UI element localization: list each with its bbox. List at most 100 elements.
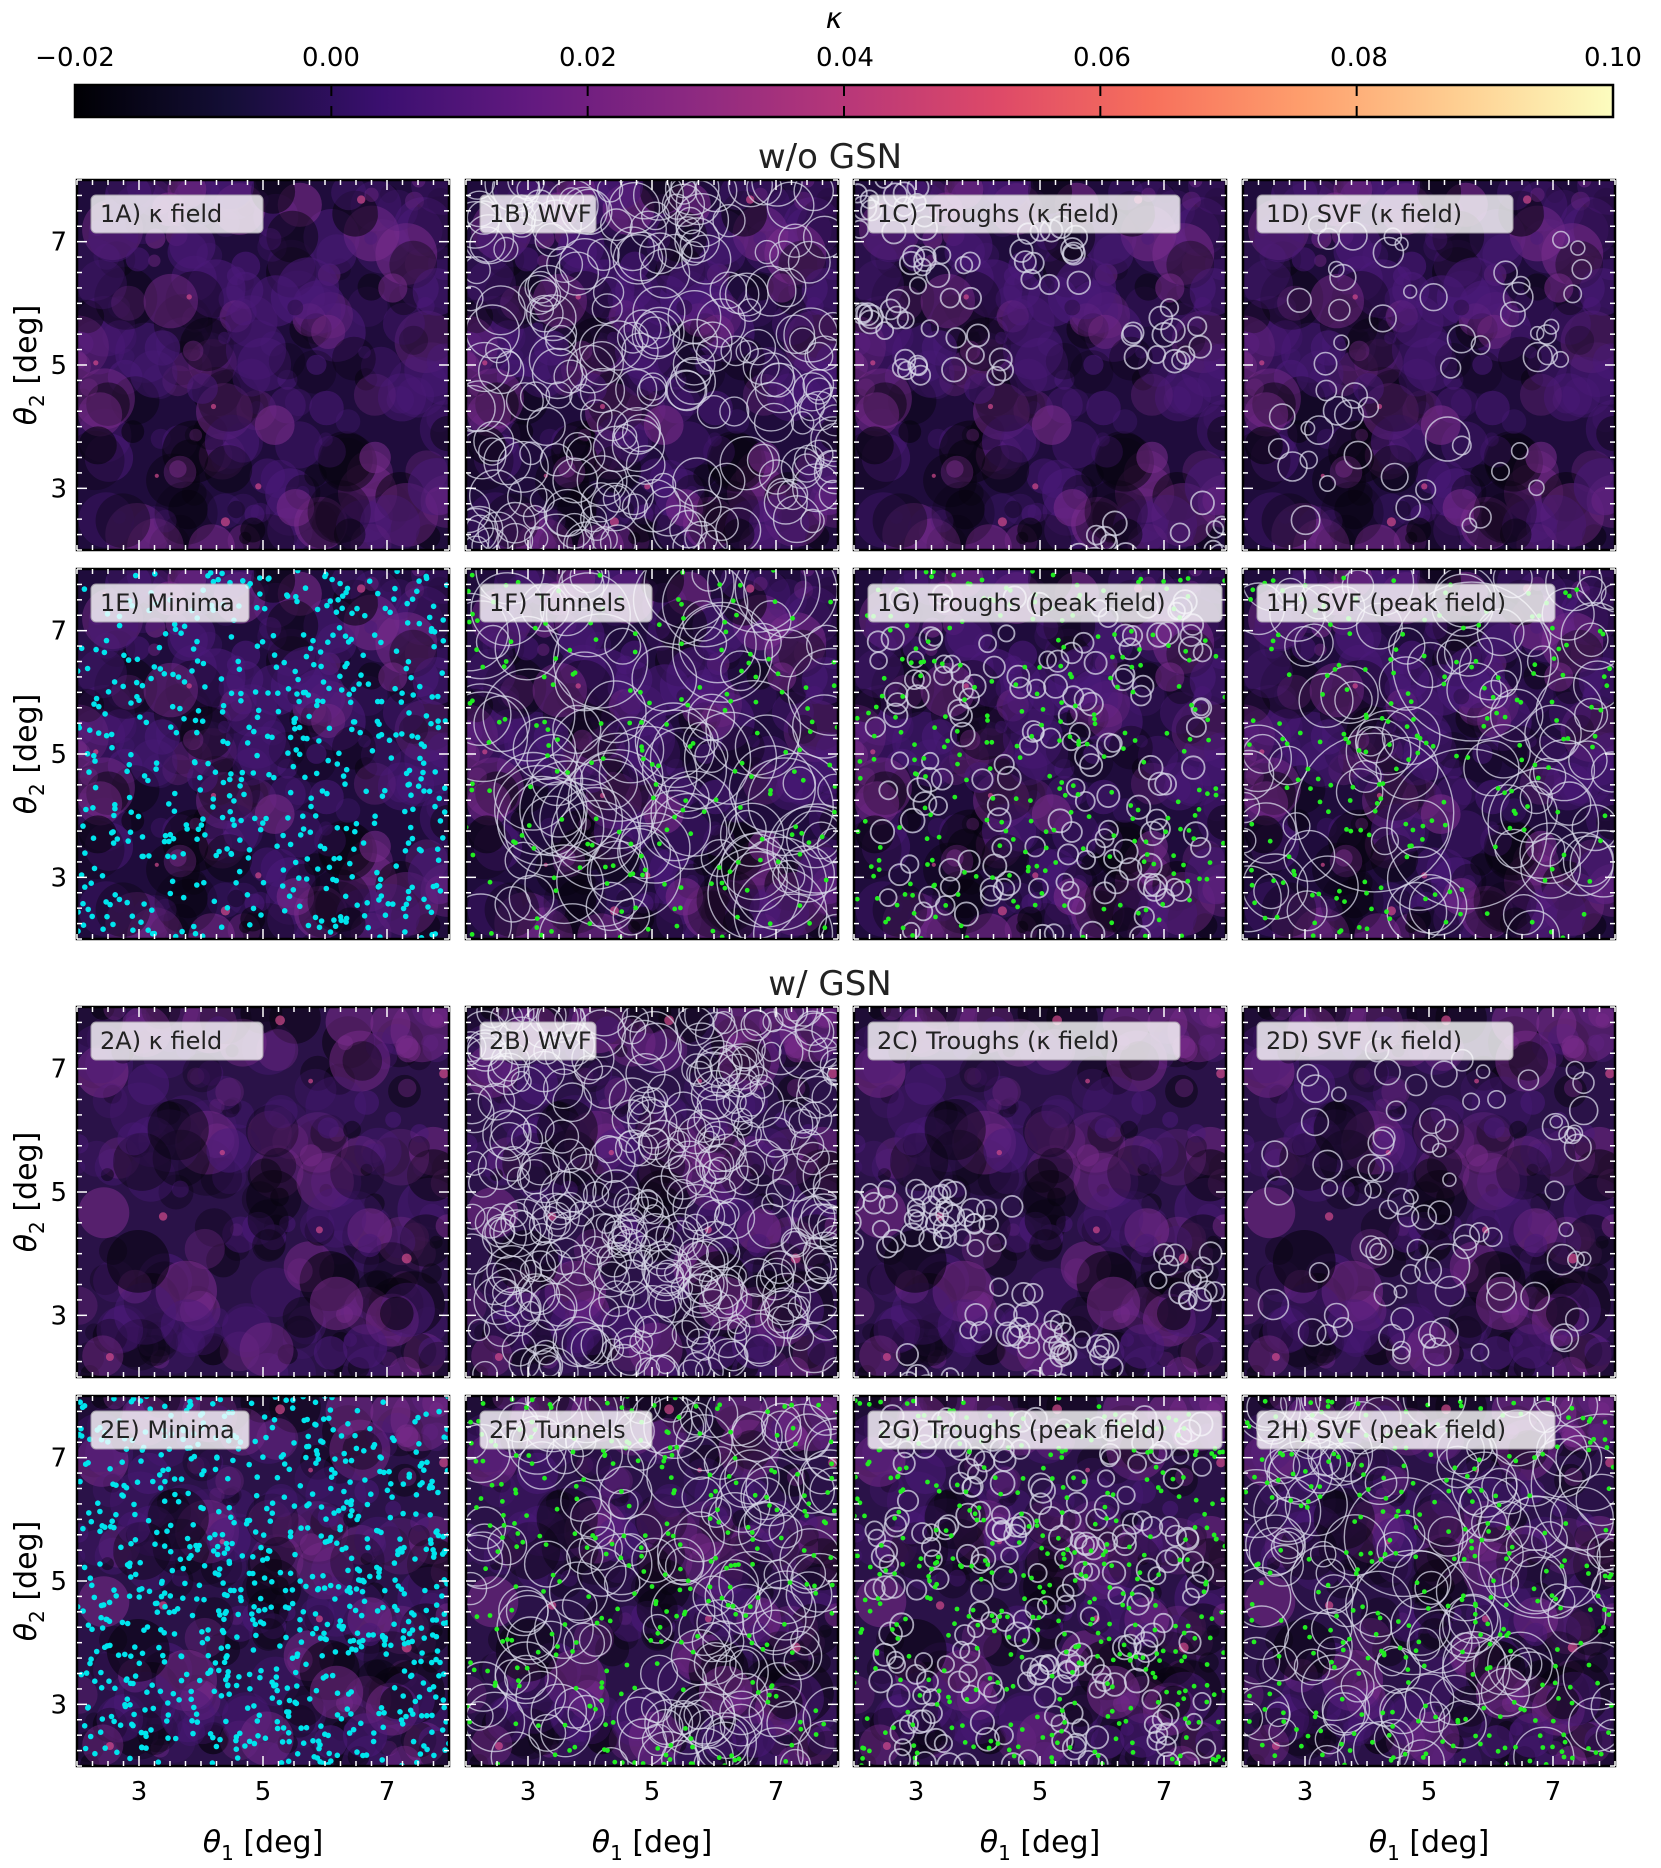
void-circle [1121, 321, 1145, 345]
field-blob [276, 489, 315, 527]
void-circle [651, 472, 677, 498]
void-circle [1436, 639, 1472, 675]
point-marker [1328, 782, 1334, 788]
field-blob [1560, 310, 1615, 373]
point-marker [1205, 717, 1211, 723]
field-blob [1472, 354, 1493, 375]
void-circle [911, 669, 932, 690]
field-blob [387, 356, 449, 418]
field-blob [93, 632, 120, 659]
void-circle [800, 508, 825, 534]
point-marker [639, 744, 644, 750]
point-marker [316, 738, 322, 744]
field-blob [854, 627, 902, 690]
field-blob [181, 480, 207, 506]
point-marker [325, 757, 332, 764]
panel-label-box [90, 194, 264, 234]
point-marker [192, 930, 199, 937]
point-marker [281, 908, 288, 914]
point-marker [728, 698, 734, 704]
field-blob [1243, 627, 1291, 690]
field-blob [307, 869, 371, 933]
point-marker [343, 766, 350, 773]
void-circle [746, 180, 783, 206]
point-marker [1028, 798, 1033, 803]
field-blob [516, 907, 573, 939]
field-blob [1014, 337, 1069, 392]
field-blob [1159, 691, 1202, 734]
point-marker [722, 707, 728, 713]
point-marker [1280, 736, 1286, 742]
field-blob [127, 518, 184, 550]
field-blob [398, 325, 429, 355]
field-blob [377, 762, 427, 811]
field-blob [855, 426, 894, 465]
void-circle [971, 768, 994, 791]
point-marker [653, 782, 659, 787]
field-blob [854, 688, 882, 723]
point-marker [403, 770, 410, 777]
field-blob [412, 268, 449, 316]
point-marker [1249, 882, 1255, 888]
field-blob [387, 745, 449, 807]
point-marker [749, 774, 754, 779]
field-blob [898, 420, 922, 443]
field-blob [721, 725, 765, 770]
void-circle [466, 180, 496, 200]
field-blob [996, 300, 1029, 333]
field-blob [204, 445, 253, 493]
point-marker [1567, 593, 1572, 599]
point-marker [822, 925, 828, 931]
point-marker [806, 840, 812, 845]
field-blob [219, 1331, 260, 1372]
point-marker [593, 637, 599, 642]
point-marker [883, 919, 888, 925]
void-circle [1067, 542, 1091, 550]
void-circle [674, 217, 720, 264]
panel-label-box [90, 583, 250, 623]
field-blob [360, 735, 402, 776]
point-marker [350, 719, 357, 725]
void-circle [539, 443, 574, 477]
point-marker [442, 718, 449, 724]
void-circle [556, 835, 648, 928]
void-circle [1386, 748, 1548, 910]
point-marker [409, 733, 415, 739]
point-marker [1013, 682, 1019, 687]
field-peak-spot [357, 195, 366, 204]
field-peak-spot [870, 360, 876, 366]
point-marker [153, 760, 160, 766]
point-marker [534, 916, 540, 921]
field-blob [204, 414, 260, 469]
point-marker [554, 769, 560, 774]
field-peak-spot [575, 683, 581, 689]
point-marker [603, 864, 608, 870]
void-circle [869, 818, 896, 845]
point-marker [1080, 846, 1086, 852]
void-circle [965, 345, 985, 365]
point-marker [748, 651, 753, 657]
field-blob [1484, 432, 1499, 447]
point-marker [1338, 928, 1344, 933]
point-marker [189, 668, 195, 674]
field-blob [1315, 524, 1357, 550]
void-circle [466, 384, 496, 432]
field-blob [250, 790, 264, 804]
point-marker [911, 910, 917, 916]
point-marker [430, 603, 437, 610]
point-marker [1196, 787, 1202, 793]
point-marker [293, 747, 300, 753]
field-blob [1585, 399, 1615, 458]
field-blob [855, 392, 900, 437]
void-circle [1026, 678, 1047, 699]
point-marker [1017, 755, 1023, 760]
point-marker [338, 917, 345, 924]
void-circle [1370, 826, 1399, 856]
field-blob [704, 492, 754, 542]
point-marker [1250, 587, 1256, 593]
point-marker [918, 673, 923, 679]
void-circle [539, 777, 624, 862]
void-circle [496, 440, 549, 493]
point-marker [254, 604, 260, 611]
